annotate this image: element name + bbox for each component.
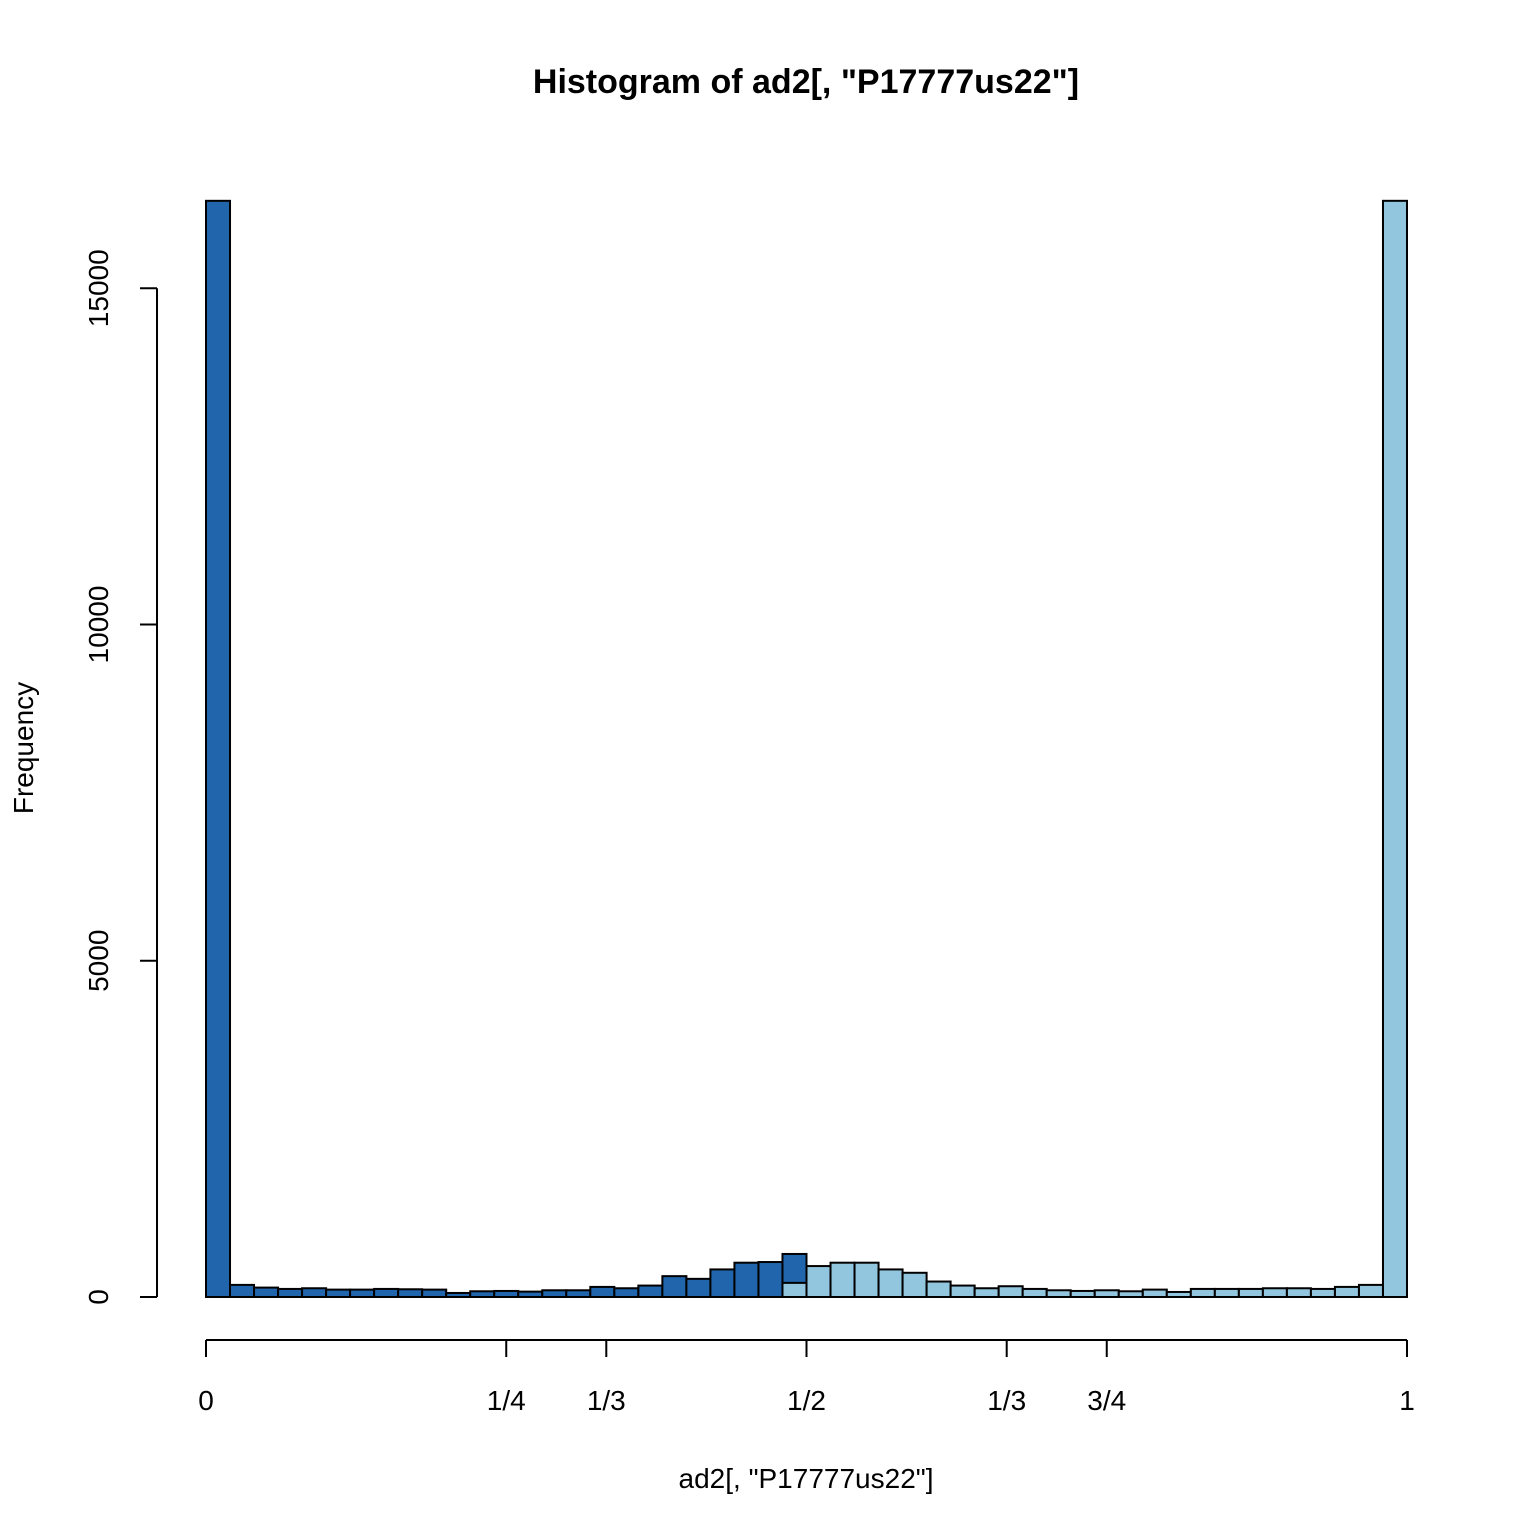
bars-group <box>205 199 1408 1299</box>
histogram-bar-s1-14 <box>1117 1290 1144 1298</box>
x-tick-label: 3/4 <box>1087 1385 1126 1416</box>
histogram-bar-s0-22 <box>733 1261 760 1299</box>
histogram-bar-s0-14 <box>541 1289 568 1299</box>
histogram-bar-s1-0 <box>781 1281 808 1298</box>
histogram-bar-s1-6 <box>925 1280 952 1298</box>
histogram-bar-s0-23 <box>757 1261 784 1299</box>
histogram-bar-s0-20 <box>685 1277 712 1299</box>
histogram-bar-s0-17 <box>613 1287 640 1298</box>
chart-title: Histogram of ad2[, "P17777us22"] <box>533 63 1079 101</box>
histogram-bar-s1-18 <box>1213 1287 1240 1299</box>
histogram-bar-s1-23 <box>1333 1285 1360 1298</box>
histogram-bar-s1-3 <box>853 1261 880 1299</box>
histogram-bar-s0-11 <box>469 1290 496 1298</box>
histogram-bar-s1-16 <box>1165 1290 1192 1299</box>
histogram-bar-s1-10 <box>1021 1287 1048 1299</box>
histogram-bar-s1-15 <box>1141 1288 1168 1299</box>
histogram-bar-s1-8 <box>973 1287 1000 1298</box>
histogram-bar-s0-8 <box>397 1288 424 1298</box>
histogram-bar-s1-2 <box>829 1261 856 1299</box>
histogram-bar-s0-15 <box>565 1289 592 1299</box>
y-tick-label: 0 <box>83 1289 114 1305</box>
histogram-bar-s0-3 <box>277 1287 304 1299</box>
histogram-bar-s0-19 <box>661 1275 688 1298</box>
x-tick-label: 1/3 <box>987 1385 1026 1416</box>
histogram-bar-s1-21 <box>1285 1287 1312 1298</box>
x-axis-label: ad2[, "P17777us22"] <box>679 1463 934 1494</box>
histogram-bar-s1-13 <box>1093 1289 1120 1299</box>
x-tick-label: 1/4 <box>487 1385 526 1416</box>
histogram-bar-s1-11 <box>1045 1289 1072 1299</box>
histogram-bar-s0-1 <box>229 1283 256 1299</box>
histogram-bar-s0-7 <box>373 1287 400 1299</box>
histogram-bar-s1-1 <box>805 1265 832 1298</box>
histogram-bar-s1-9 <box>997 1285 1024 1298</box>
histogram-bar-s0-2 <box>253 1286 280 1298</box>
histogram-bar-s0-16 <box>589 1285 616 1298</box>
histogram-bar-s0-21 <box>709 1268 736 1298</box>
y-axis-label: Frequency <box>8 682 39 814</box>
histogram-bar-s0-12 <box>493 1289 520 1299</box>
histogram-bar-s1-22 <box>1309 1287 1336 1299</box>
x-tick-label: 0 <box>198 1385 214 1416</box>
y-tick-label: 5000 <box>83 930 114 992</box>
histogram-bar-s1-19 <box>1237 1287 1264 1299</box>
histogram-bar-s1-12 <box>1069 1289 1096 1299</box>
histogram-bar-s0-4 <box>301 1287 328 1298</box>
histogram-bar-s0-10 <box>445 1291 472 1298</box>
histogram-bar-s1-24 <box>1357 1283 1384 1299</box>
x-tick-label: 1 <box>1399 1385 1415 1416</box>
x-tick-label: 1/3 <box>587 1385 626 1416</box>
histogram-bar-s0-6 <box>349 1288 376 1299</box>
y-tick-label: 15000 <box>83 249 114 327</box>
histogram-bar-s0-18 <box>637 1284 664 1299</box>
y-tick-label: 10000 <box>83 586 114 664</box>
histogram-bar-s0-5 <box>325 1288 352 1299</box>
x-tick-label: 1/2 <box>787 1385 826 1416</box>
histogram-bar-s1-17 <box>1189 1287 1216 1299</box>
histogram-bar-s1-4 <box>877 1268 904 1298</box>
histogram-bar-s0-0 <box>205 199 232 1299</box>
histogram-bar-s1-25 <box>1381 199 1408 1299</box>
histogram-bar-s1-20 <box>1261 1287 1288 1298</box>
histogram-bar-s0-13 <box>517 1290 544 1298</box>
x-axis: 0 1/4 1/3 1/2 1/3 3/4 1 <box>198 1339 1415 1416</box>
histogram-bar-s1-7 <box>949 1284 976 1299</box>
histogram-bar-s0-9 <box>421 1288 448 1299</box>
y-axis: 0 5000 10000 15000 <box>83 249 158 1305</box>
histogram-bar-s1-5 <box>901 1271 928 1299</box>
